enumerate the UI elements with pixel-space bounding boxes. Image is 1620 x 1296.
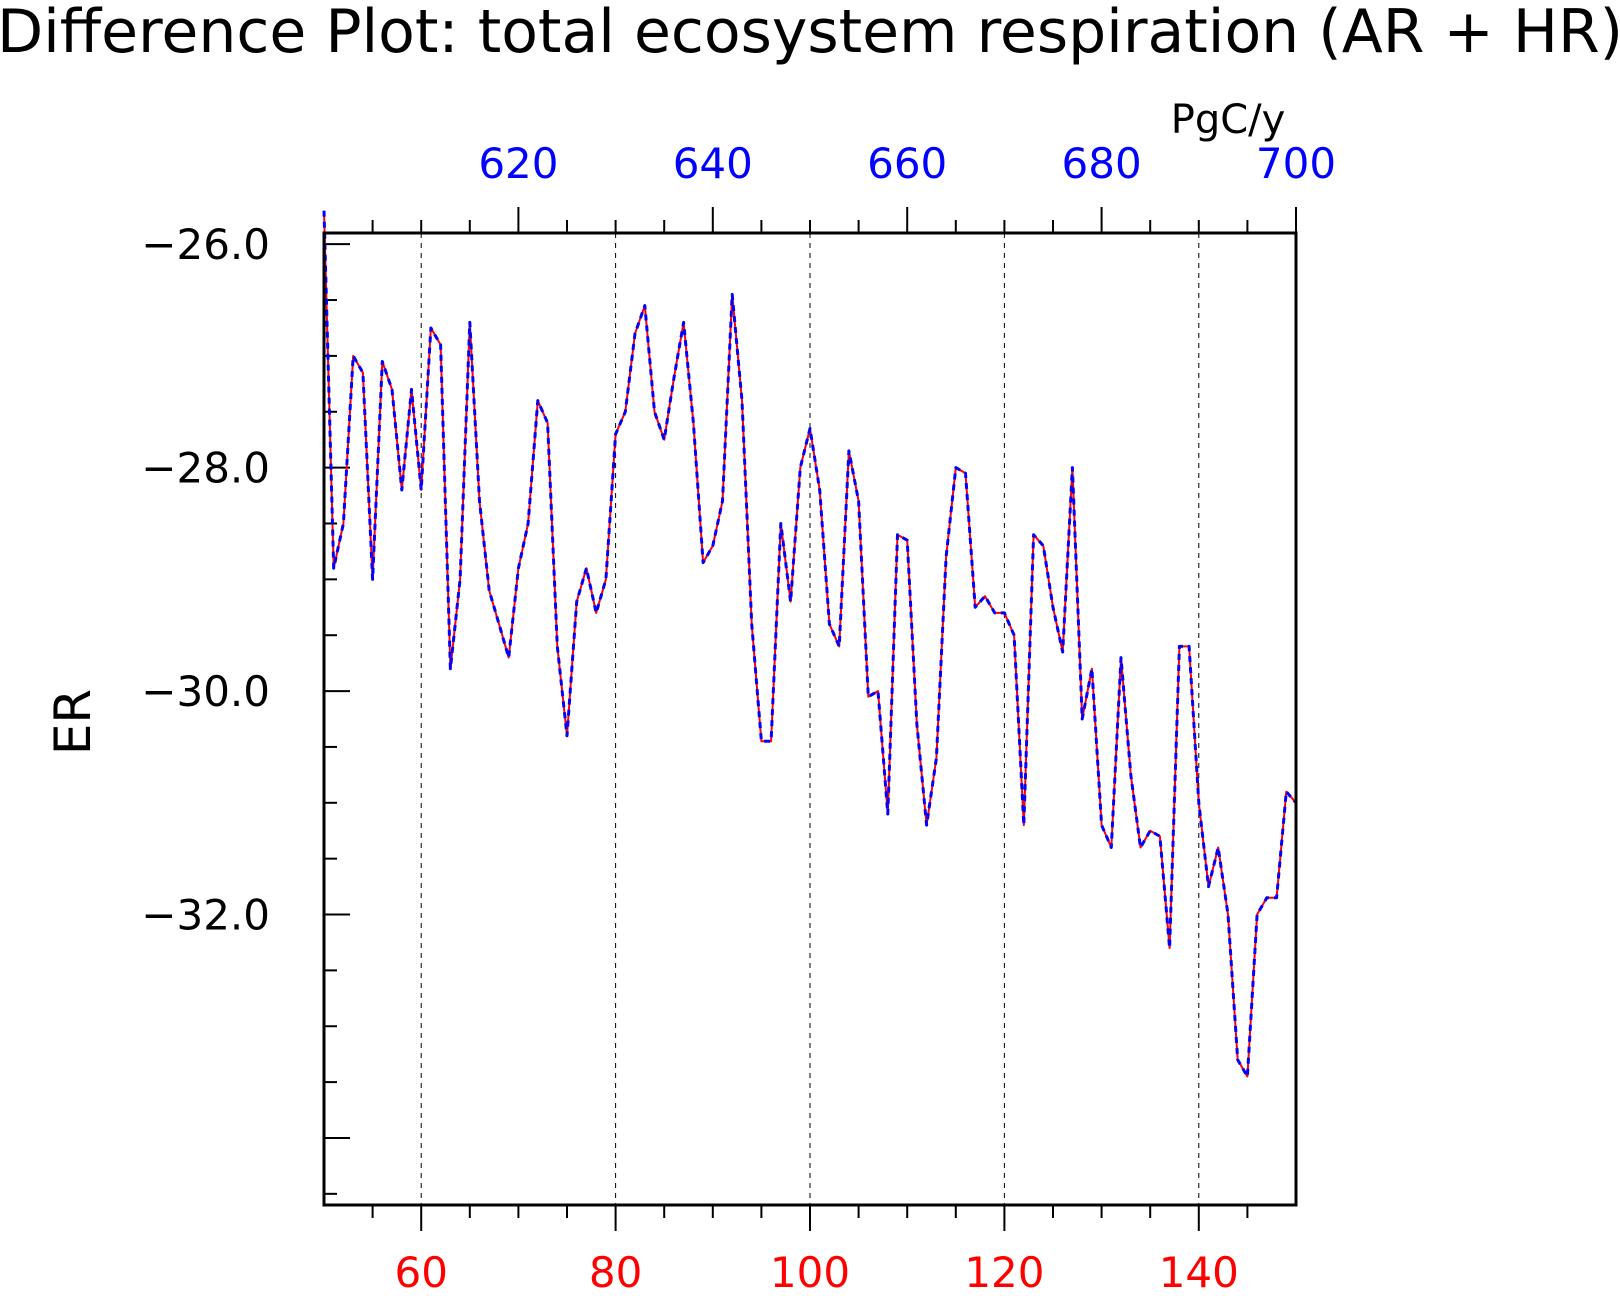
top-tick-label: 700 <box>1256 139 1336 188</box>
y-tick-label: −30.0 <box>141 667 270 716</box>
top-tick-label: 640 <box>673 139 753 188</box>
y-tick-label: −26.0 <box>141 220 270 269</box>
y-tick-label: −32.0 <box>141 891 270 940</box>
chart-title: Difference Plot: total ecosystem respira… <box>0 0 1620 67</box>
x-tick-label: 100 <box>770 1248 850 1296</box>
x-tick-label: 80 <box>589 1248 642 1296</box>
top-axis-unit: PgC/y <box>1171 97 1286 143</box>
series-lines <box>322 210 1298 1078</box>
y-tick-label: −28.0 <box>141 444 270 493</box>
tick-labels: 60 80 100 120 140 620 640 660 680 700 −26.0 −28.0 −3… <box>141 139 1336 1296</box>
x-tick-label: 60 <box>394 1248 447 1296</box>
x-tick-label: 120 <box>964 1248 1044 1296</box>
top-tick-label: 680 <box>1062 139 1142 188</box>
top-tick-label: 660 <box>867 139 947 188</box>
y-axis-label: ER <box>44 689 102 755</box>
top-tick-label: 620 <box>478 139 558 188</box>
plot-frame <box>322 231 1298 1207</box>
series-line-2 <box>322 210 1298 1078</box>
grid-lines <box>420 233 1200 1205</box>
x-tick-label: 140 <box>1159 1248 1239 1296</box>
axis-ticks <box>324 207 1297 1231</box>
